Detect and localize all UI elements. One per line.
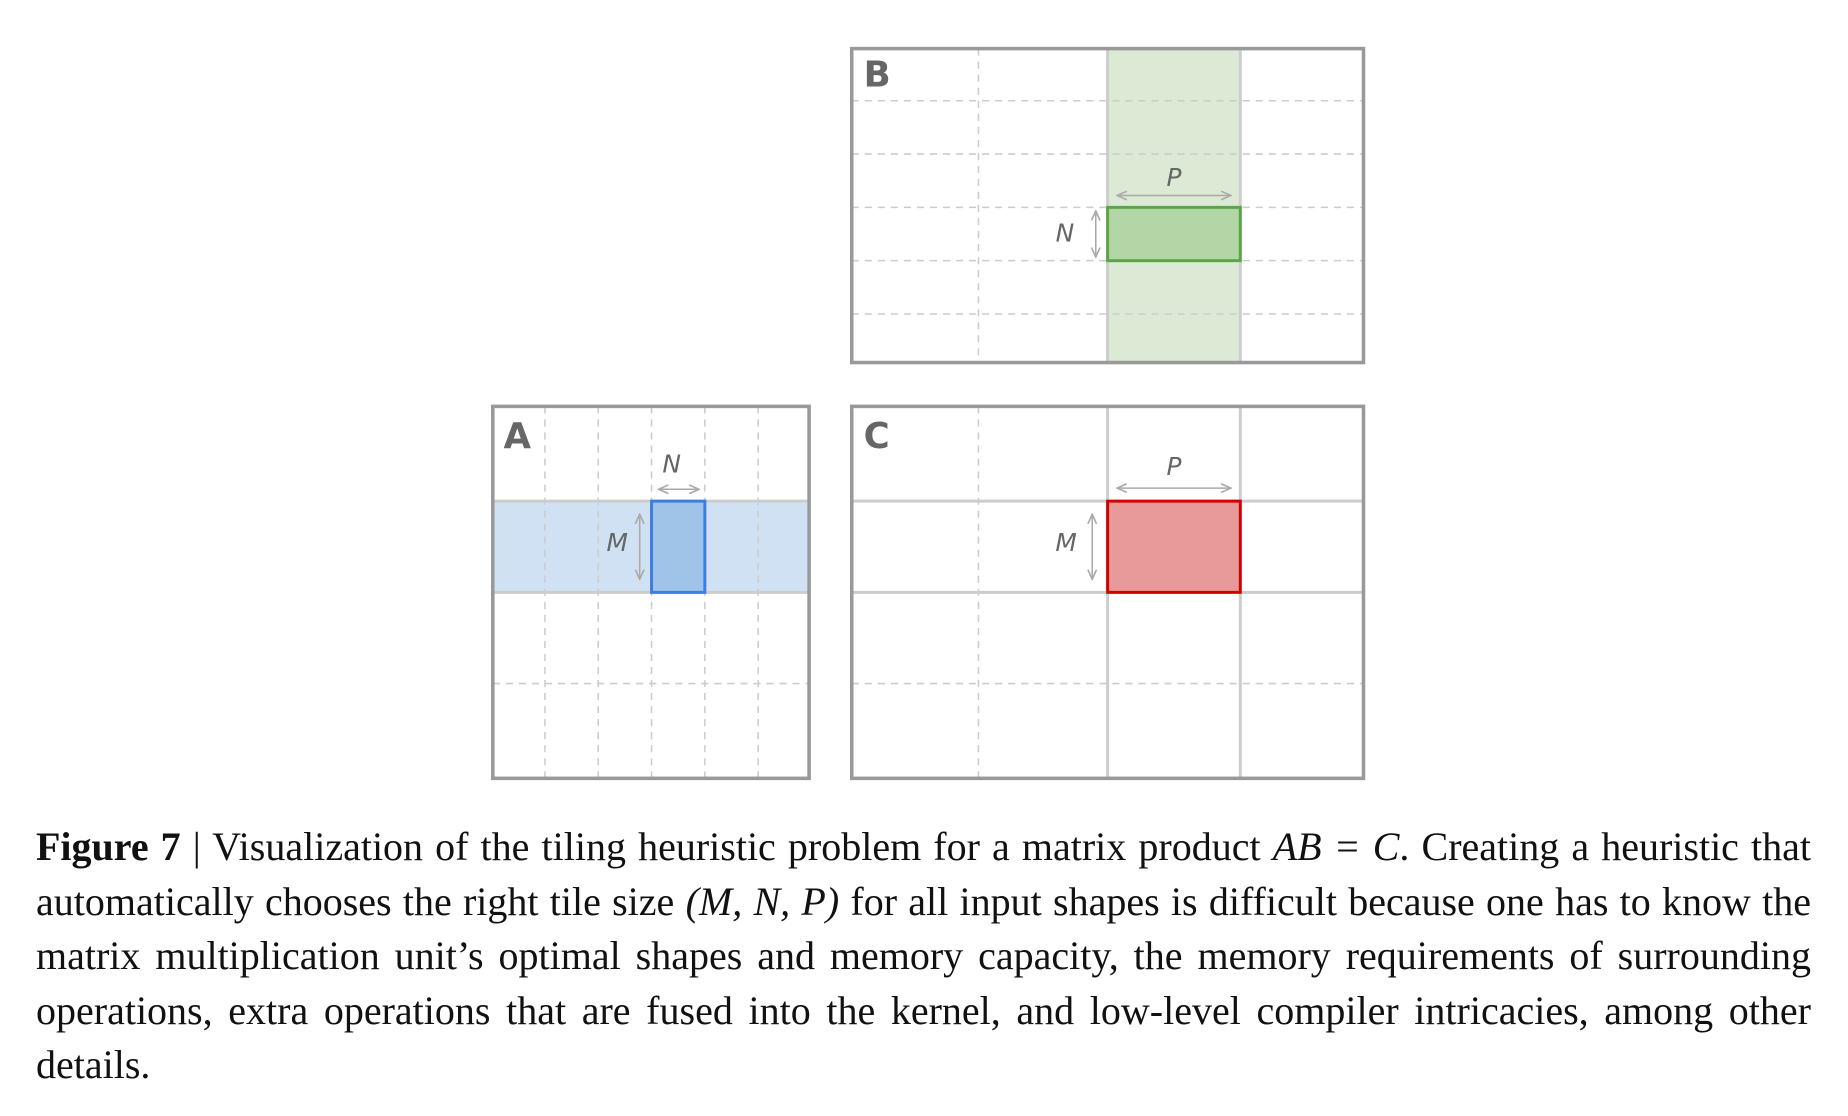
c-border bbox=[849, 404, 1366, 781]
b-border bbox=[849, 46, 1366, 365]
a-width-label: N bbox=[662, 450, 681, 479]
caption-separator: | bbox=[180, 824, 213, 869]
c-tile bbox=[1106, 499, 1242, 594]
matrix-b-label: B bbox=[864, 55, 891, 96]
a-border bbox=[491, 404, 811, 781]
caption-text-2: . Creating a heuristic that automaticall… bbox=[36, 824, 1812, 924]
figure-label: Figure 7 bbox=[36, 824, 181, 869]
caption-text-1: Visualization of the tiling heuristic pr… bbox=[212, 824, 1273, 869]
matrix-b: B P N bbox=[849, 46, 1366, 365]
matrix-c: C P M bbox=[849, 404, 1366, 781]
caption-text-3: for all input shapes is difficult becaus… bbox=[36, 878, 1812, 1088]
b-width-label: P bbox=[1166, 163, 1181, 192]
c-height-label: M bbox=[1055, 528, 1076, 557]
c-width-label: P bbox=[1166, 452, 1181, 481]
a-height-label: M bbox=[606, 528, 627, 557]
matrix-a: A N M bbox=[491, 404, 811, 781]
matrix-a-label: A bbox=[503, 416, 531, 457]
caption-equation: AB = C bbox=[1272, 824, 1400, 869]
b-grid-dashed bbox=[851, 48, 1364, 363]
figure-caption: Figure 7 | Visualization of the tiling h… bbox=[36, 820, 1811, 1093]
b-tile bbox=[1106, 205, 1242, 263]
matrix-c-label: C bbox=[864, 416, 890, 457]
caption-tile-tuple: (M, N, P) bbox=[685, 878, 840, 924]
b-column-band bbox=[1107, 48, 1241, 363]
a-tile bbox=[650, 499, 707, 594]
b-height-label: N bbox=[1056, 219, 1075, 248]
